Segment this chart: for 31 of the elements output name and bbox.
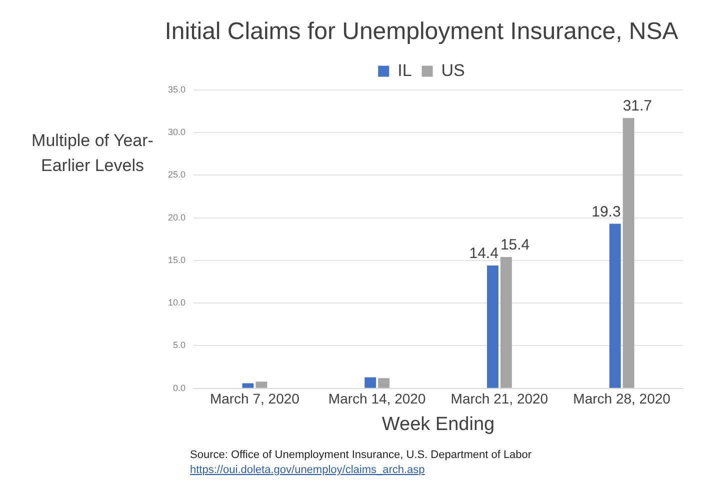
data-label: 14.4 (469, 245, 498, 262)
x-tick-label: March 21, 2020 (450, 390, 548, 407)
y-tick-label: 35.0 (168, 84, 186, 94)
legend-label: US (441, 60, 465, 80)
y-tick-label: 25.0 (168, 170, 186, 180)
bar (486, 266, 498, 388)
y-tick-label: 20.0 (168, 212, 186, 222)
y-tick-label: 10.0 (168, 298, 186, 308)
y-axis-title: Multiple of Year-Earlier Levels (30, 130, 154, 177)
x-tick-label: March 28, 2020 (573, 390, 671, 407)
y-tick-label: 0.0 (173, 382, 186, 393)
legend-label: IL (398, 60, 412, 80)
bar (500, 257, 512, 388)
data-label: 19.3 (592, 203, 621, 220)
source-note: Source: Office of Unemployment Insurance, U.S. Department of Labor (190, 448, 532, 463)
x-axis-title: Week Ending (382, 414, 495, 435)
bar (378, 378, 390, 388)
y-tick-label: 30.0 (168, 126, 186, 137)
bar (364, 377, 376, 388)
bar (242, 383, 254, 388)
x-tick-label: March 14, 2020 (328, 390, 426, 407)
data-label: 31.7 (622, 98, 652, 115)
text: https://oui.doleta.gov/unemploy/claims_arch.asp (190, 463, 426, 478)
bar (609, 224, 621, 388)
data-label: 15.4 (500, 236, 530, 254)
bar (256, 382, 268, 388)
chart-title: Initial Claims for Unemployment Insurance, NSA (164, 18, 678, 46)
y-tick-label: 5.0 (173, 340, 186, 350)
y-tick-label: 15.0 (168, 254, 186, 265)
bar (622, 118, 634, 388)
x-tick-label: March 7, 2020 (210, 390, 300, 407)
